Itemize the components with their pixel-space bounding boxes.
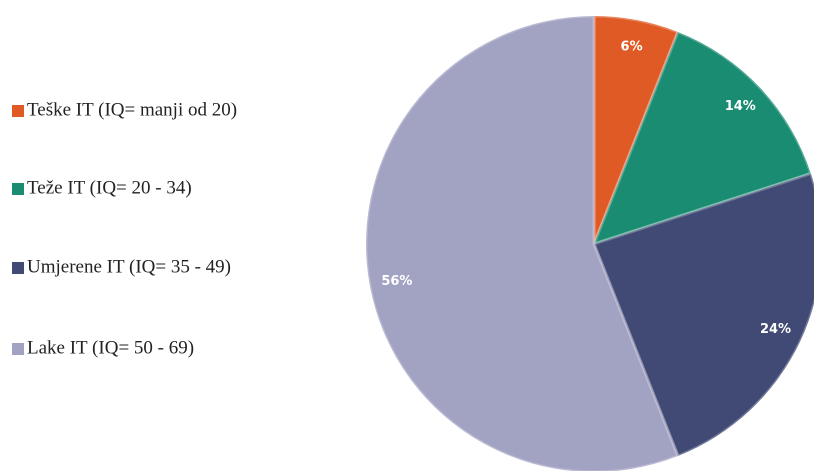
data-label: 24% (760, 322, 791, 337)
legend-label: Lake IT (IQ= 50 - 69) (27, 337, 194, 358)
legend-marker (12, 343, 24, 355)
legend-marker (12, 105, 24, 117)
data-label: 56% (381, 274, 412, 289)
pie-slice (591, 30, 813, 247)
pie-slice (364, 14, 680, 471)
pie-slice (592, 14, 680, 245)
legend-label: Umjerene IT (IQ= 35 - 49) (27, 256, 231, 277)
legend-label: Teže IT (IQ= 20 - 34) (27, 177, 192, 198)
legend-label: Teške IT (IQ= manji od 20) (27, 99, 237, 120)
legend-marker (12, 183, 24, 195)
pie-slice (592, 171, 814, 458)
legend-marker (12, 262, 24, 274)
data-label: 6% (621, 39, 643, 54)
data-label: 14% (725, 99, 756, 114)
